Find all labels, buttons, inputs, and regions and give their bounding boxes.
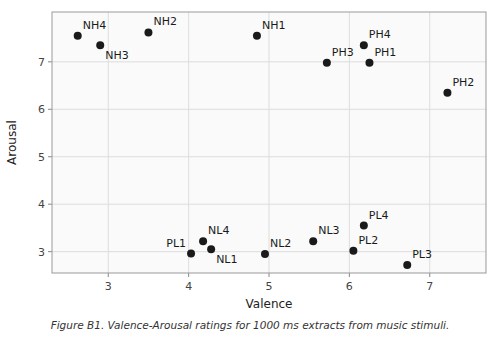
point-label: PL3: [412, 248, 432, 261]
y-tick: [48, 251, 52, 252]
point-label: NL4: [208, 224, 229, 237]
point: [144, 28, 152, 36]
plot-frame: [52, 12, 486, 273]
x-axis-label: Valence: [246, 297, 293, 311]
x-grid-line: [429, 12, 430, 273]
point-label: NH4: [83, 19, 107, 32]
point-label: NH1: [262, 19, 286, 32]
x-tick-label: 6: [346, 280, 353, 293]
y-tick-label: 3: [38, 246, 45, 259]
point: [199, 237, 207, 245]
x-tick: [188, 273, 189, 277]
x-tick-label: 5: [266, 280, 273, 293]
grid: [52, 12, 486, 273]
chart: 3 4 5 6 7 3 4 5 6 7 Valence Arousal Figure B1. Valen…: [0, 0, 500, 337]
point-label: PH2: [452, 76, 474, 89]
y-tick-label: 7: [38, 56, 45, 69]
y-tick: [48, 61, 52, 62]
x-tick-label: 4: [185, 280, 192, 293]
y-tick-label: 6: [38, 103, 45, 116]
points: [74, 28, 452, 269]
y-tick: [48, 204, 52, 205]
point-label: PH3: [332, 46, 354, 59]
point: [261, 250, 269, 258]
y-tick: [48, 156, 52, 157]
x-tick-label: 3: [105, 280, 112, 293]
point-label: NH2: [153, 15, 177, 28]
point: [309, 237, 317, 245]
point: [360, 222, 368, 230]
x-tick: [349, 273, 350, 277]
y-tick: [48, 109, 52, 110]
point-label: PH4: [369, 28, 391, 41]
y-axis-label: Arousal: [5, 120, 19, 165]
point-label: NL1: [216, 253, 237, 266]
point: [323, 59, 331, 67]
point-label: PH1: [374, 46, 396, 59]
point: [349, 247, 357, 255]
point-labels: NH4 NH3 NH2 NH1 PH4 PH3 PH1 PH2 NL4 NL1 PL1 NL2 NL3 P…: [83, 15, 475, 266]
x-tick: [108, 273, 109, 277]
x-tick: [269, 273, 270, 277]
x-grid-line: [269, 12, 270, 273]
y-grid-line: [52, 204, 486, 205]
point: [403, 261, 411, 269]
point: [365, 59, 373, 67]
y-tick-label: 5: [38, 151, 45, 164]
point-label: NL3: [318, 224, 339, 237]
plot-background: [52, 12, 486, 273]
x-tick-label: 7: [426, 280, 433, 293]
point: [187, 250, 195, 258]
point: [96, 41, 104, 49]
point: [74, 32, 82, 40]
point-label: PL2: [358, 234, 378, 247]
point-label: PL4: [369, 209, 389, 222]
y-grid-line: [52, 109, 486, 110]
point: [253, 32, 261, 40]
point-label: PL1: [166, 237, 186, 250]
point: [207, 245, 215, 253]
x-tick: [429, 273, 430, 277]
point: [443, 89, 451, 97]
y-tick-label: 4: [38, 198, 45, 211]
point: [360, 41, 368, 49]
point-label: NL2: [270, 237, 291, 250]
point-label: NH3: [105, 49, 129, 62]
x-grid-line: [188, 12, 189, 273]
y-grid-line: [52, 156, 486, 157]
caption: Figure B1. Valence-Arousal ratings for 1…: [51, 319, 450, 331]
